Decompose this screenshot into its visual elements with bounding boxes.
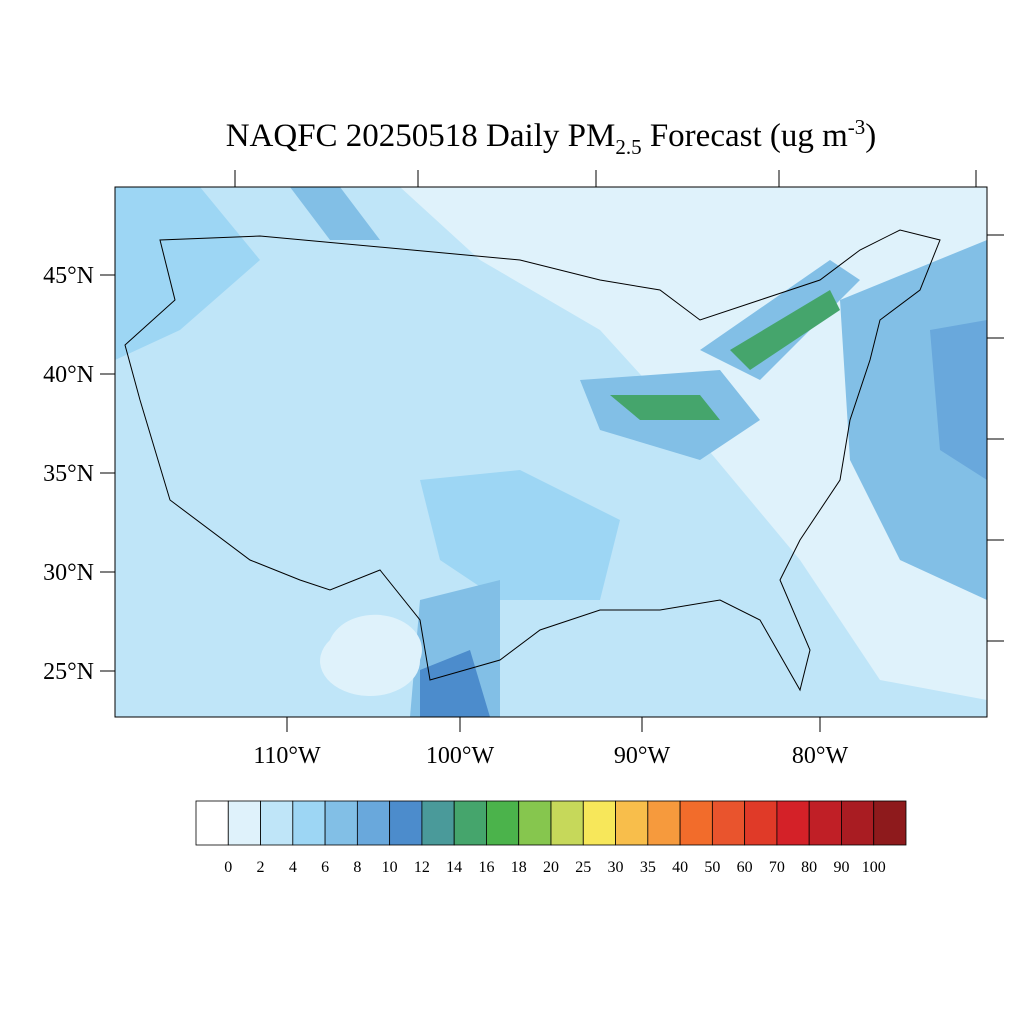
colorbar-label: 10 (382, 859, 398, 876)
colorbar-box (324, 800, 358, 846)
field (420, 470, 620, 600)
colorbar-label: 40 (672, 859, 688, 876)
colorbar-box (518, 800, 552, 846)
colorbar-label: 8 (353, 859, 361, 876)
colorbar-box (389, 800, 423, 846)
colorbar-box (744, 800, 778, 846)
field (320, 614, 422, 696)
us-outline (124, 229, 941, 692)
longitude-label: 80°W (792, 743, 849, 769)
colorbar-box (808, 800, 842, 846)
colorbar-label: 100 (862, 859, 886, 876)
colorbar-label: 60 (737, 859, 753, 876)
colorbar-box (292, 800, 326, 846)
colorbar-label: 18 (511, 859, 527, 876)
title-main: NAQFC 20250518 Daily PM (226, 118, 616, 154)
colorbar-box (582, 800, 616, 846)
colorbar-box (776, 800, 810, 846)
latitude-label: 40°N (43, 362, 94, 388)
colorbar-label: 20 (543, 859, 559, 876)
field (115, 187, 260, 360)
colorbar-label: 50 (704, 859, 720, 876)
colorbar-label: 90 (833, 859, 849, 876)
colorbar-box (453, 800, 487, 846)
colorbar-box (356, 800, 391, 846)
colorbar-label: 80 (801, 859, 817, 876)
colorbar-box (550, 800, 584, 846)
latitude-label: 30°N (43, 560, 94, 586)
frame-ticks (100, 170, 1004, 732)
colorbar-box (647, 800, 681, 846)
field (290, 187, 380, 240)
colorbar-box (195, 800, 229, 846)
latitude-label: 35°N (43, 461, 94, 487)
longitude-label: 110°W (253, 743, 321, 769)
colorbar-box (260, 800, 294, 846)
map-frame (114, 186, 988, 718)
longitude-label: 100°W (426, 743, 495, 769)
field (420, 650, 490, 717)
colorbar-label: 2 (257, 859, 265, 876)
colorbar-label: 16 (478, 859, 494, 876)
colorbar-label: 25 (575, 859, 591, 876)
colorbar-label: 12 (414, 859, 430, 876)
map (100, 170, 1004, 732)
field (400, 187, 987, 700)
longitude-label: 90°W (614, 743, 671, 769)
colorbar-label: 6 (321, 859, 329, 876)
colorbar-label: 14 (446, 859, 462, 876)
colorbar-box (227, 800, 261, 846)
field (730, 290, 840, 370)
colorbar-label: 4 (289, 859, 297, 876)
colorbar-box (711, 800, 746, 846)
colorbar-label: 35 (640, 859, 656, 876)
map-title: NAQFC 20250518 Daily PM2.5 Forecast (ug … (226, 115, 877, 159)
colorbar-box (679, 800, 713, 846)
title-end: ) (865, 118, 876, 154)
colorbar: 0 2 4 6 8 10 12 14 16 18 20 25 30 35 40 50 60 70 80 90 100 (195, 800, 907, 876)
title-superscript: -3 (848, 115, 866, 139)
colorbar-box (615, 800, 649, 846)
colorbar-box (421, 800, 455, 846)
colorbar-label: 70 (769, 859, 785, 876)
colorbar-label: 0 (224, 859, 232, 876)
colorbar-box (841, 800, 875, 846)
latitude-label: 45°N (43, 263, 94, 289)
colorbar-box (873, 800, 907, 846)
field (930, 320, 987, 480)
colorbar-label: 30 (608, 859, 624, 876)
title-subscript: 2.5 (615, 135, 641, 159)
title-middle: Forecast (ug m (642, 118, 849, 154)
latitude-label: 25°N (43, 659, 94, 685)
field (610, 395, 720, 420)
colorbar-box (486, 800, 520, 846)
